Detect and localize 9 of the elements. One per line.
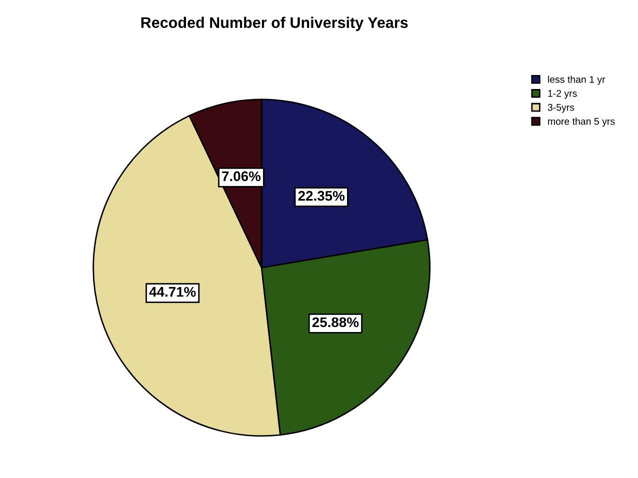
legend-label: more than 5 yrs (548, 118, 615, 127)
data-label: 22.35% (298, 190, 345, 201)
legend-label: less than 1 yr (548, 76, 606, 85)
legend-label: 1-2 yrs (548, 90, 577, 99)
legend-label: 3-5yrs (548, 104, 574, 113)
data-label: 7.06% (222, 171, 261, 182)
data-label: 44.71% (149, 286, 196, 297)
chart-title: Recoded Number of University Years (141, 16, 408, 32)
data-label: 25.88% (312, 317, 359, 328)
